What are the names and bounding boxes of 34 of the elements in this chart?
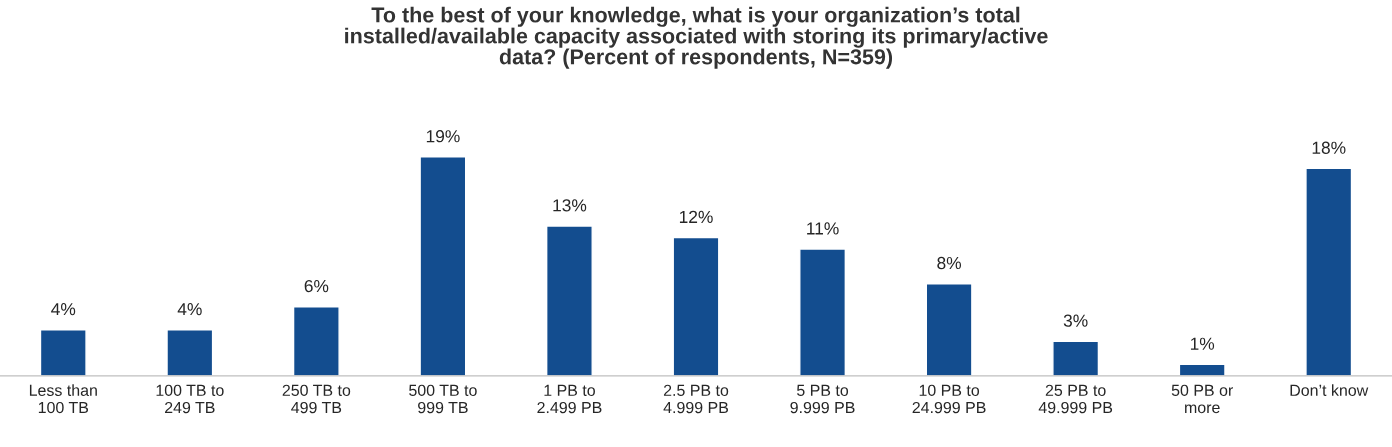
bar <box>1052 340 1100 376</box>
bar <box>166 329 214 376</box>
bar <box>545 225 593 376</box>
chart-title: To the best of your knowledge, what is your organization’s total installed/available capacity associated with storing its primary/active data? (Percent of respondents, N=359) <box>345 6 1048 69</box>
data-label: 18% <box>1312 141 1346 154</box>
bar <box>292 306 340 376</box>
data-label: 12% <box>679 210 713 223</box>
data-label: 6% <box>304 279 329 293</box>
data-label: 19% <box>426 130 460 143</box>
data-label: 8% <box>937 256 962 270</box>
data-label: 11% <box>807 222 839 235</box>
x-tick-label: 100 TB to 249 TB <box>156 384 224 414</box>
x-tick-label: 250 TB to 499 TB <box>282 384 351 414</box>
data-label: 3% <box>1063 314 1088 327</box>
x-tick-label: Less than 100 TB <box>29 384 97 414</box>
x-tick-label: 500 TB to 999 TB <box>409 384 477 414</box>
bar <box>419 156 467 376</box>
bar <box>1305 167 1353 376</box>
bar <box>799 248 847 376</box>
bar <box>1178 363 1226 376</box>
bar <box>672 236 720 376</box>
x-tick-label: Don’t know <box>1290 384 1369 396</box>
bar <box>925 283 973 376</box>
data-label: 13% <box>553 199 587 212</box>
data-label: 1% <box>1190 337 1215 350</box>
x-tick-label: 50 PB or more <box>1171 384 1233 414</box>
x-tick-label: 25 PB to 49.999 PB <box>1038 384 1113 414</box>
x-tick-label: 1 PB to 2.499 PB <box>537 384 602 414</box>
x-tick-label: 10 PB to 24.999 PB <box>912 384 986 414</box>
data-label: 4% <box>51 303 76 316</box>
bar <box>39 329 87 376</box>
x-tick-label: 2.5 PB to 4.999 PB <box>663 384 729 414</box>
x-tick-label: 5 PB to 9.999 PB <box>790 384 855 414</box>
data-label: 4% <box>177 303 202 316</box>
